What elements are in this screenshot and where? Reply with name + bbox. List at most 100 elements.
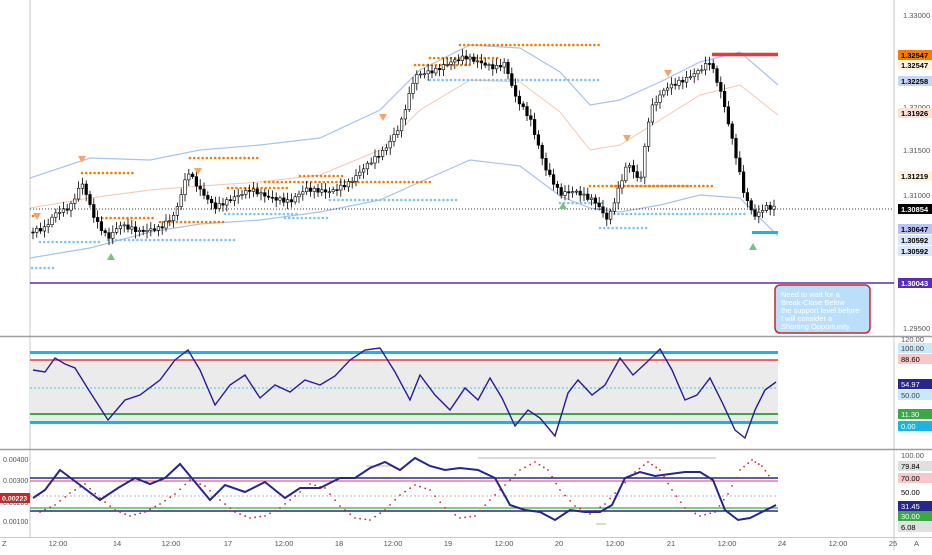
candle-body xyxy=(498,65,503,68)
red-dot xyxy=(84,483,86,485)
candle-body xyxy=(202,188,206,196)
time-axis[interactable]: 12:00 14 12:00 17 12:00 18 12:00 19 12:00 20 12:00… xyxy=(2,539,919,548)
red-dot xyxy=(199,483,202,485)
oscillator-tag xyxy=(898,379,932,389)
resistance-dot xyxy=(84,171,88,175)
resistance-dot xyxy=(147,216,150,220)
support-dot xyxy=(332,198,336,202)
price-panel[interactable] xyxy=(30,43,894,284)
sell-signal-marker xyxy=(379,114,387,121)
resistance-dot xyxy=(267,180,271,184)
candle-body xyxy=(669,83,673,89)
candle-body xyxy=(175,206,180,216)
resistance-dot xyxy=(205,156,209,160)
support-dot xyxy=(366,198,370,202)
annotation-line: I will consider a xyxy=(781,314,833,323)
buy-signal-marker xyxy=(749,243,757,250)
support-dot xyxy=(38,240,42,244)
red-dot xyxy=(69,492,71,494)
red-dot xyxy=(209,489,212,492)
support-dot xyxy=(358,198,361,202)
auto-scale-glyph[interactable]: A xyxy=(914,539,919,548)
red-dot xyxy=(449,510,451,513)
support-dot xyxy=(709,212,713,216)
candle-body xyxy=(255,188,259,195)
candle-body xyxy=(418,73,423,76)
support-dot xyxy=(734,212,738,216)
support-dot xyxy=(425,198,428,202)
indicator-panel[interactable] xyxy=(30,456,778,525)
candle-body xyxy=(263,192,267,197)
red-dot xyxy=(614,492,617,495)
resistance-dot xyxy=(113,216,117,220)
oscillator-panel[interactable] xyxy=(30,347,778,440)
candle-body xyxy=(312,188,316,192)
resistance-dot xyxy=(239,186,242,190)
candle-body xyxy=(407,93,411,110)
candle-body xyxy=(339,184,343,191)
red-dot xyxy=(259,515,262,518)
candle-body xyxy=(156,226,161,231)
resistance-dot xyxy=(487,56,491,60)
resistance-dot xyxy=(492,43,495,47)
candle-body xyxy=(494,65,499,70)
support-dot xyxy=(55,240,59,244)
support-dot xyxy=(521,78,524,82)
support-dot xyxy=(286,212,290,216)
annotation-callout[interactable]: Need to wait for a Break-Close Below the s… xyxy=(774,284,871,334)
resistance-dot xyxy=(652,184,656,188)
candle-body xyxy=(266,195,271,198)
support-dot xyxy=(546,78,549,82)
red-dot xyxy=(509,479,511,481)
candle-body xyxy=(525,106,529,117)
candle-body xyxy=(616,187,620,204)
candle-body xyxy=(42,226,46,232)
resistance-dot xyxy=(213,220,216,224)
red-dot xyxy=(54,504,56,506)
support-dot xyxy=(362,198,365,202)
resistance-dot xyxy=(204,220,208,224)
candle-body xyxy=(236,195,240,198)
red-dot xyxy=(514,473,517,476)
resistance-dot xyxy=(656,184,660,188)
time-axis-label: 12:00 xyxy=(718,539,737,548)
resistance-dot xyxy=(559,43,563,47)
resistance-dot xyxy=(175,220,179,224)
oscillator-axis[interactable]: 120.00100.00 88.60 54.97 50.00 11.30 0.00 xyxy=(898,335,932,431)
candle-body xyxy=(57,212,62,214)
indicator-left-label: 0.00200 xyxy=(3,500,28,507)
candle-body xyxy=(491,64,495,70)
resistance-dot xyxy=(230,156,234,160)
candle-body xyxy=(551,174,556,185)
resistance-dot xyxy=(648,184,652,188)
red-dot xyxy=(289,498,292,501)
red-dot xyxy=(404,490,406,493)
time-axis-label: 12:00 xyxy=(495,539,514,548)
price-tag xyxy=(898,60,932,70)
red-dot xyxy=(269,512,271,515)
resistance-dot xyxy=(235,186,238,190)
red-dot xyxy=(414,484,416,486)
timezone-glyph[interactable]: Z xyxy=(2,539,7,548)
red-dot xyxy=(694,512,697,515)
candle-body xyxy=(126,224,130,230)
support-dot xyxy=(412,198,416,202)
red-dot xyxy=(757,463,760,465)
candle-body xyxy=(502,61,506,68)
candle-body xyxy=(54,212,58,218)
red-dot xyxy=(764,469,767,472)
red-dot xyxy=(399,494,401,496)
price-tag xyxy=(898,224,932,234)
support-dot xyxy=(89,240,92,244)
resistance-dot xyxy=(314,180,317,184)
candle-body xyxy=(153,228,157,231)
resistance-dot xyxy=(322,180,326,184)
candle-body xyxy=(665,87,670,91)
support-dot xyxy=(558,201,562,205)
candle-body xyxy=(456,59,461,62)
candle-body xyxy=(187,173,191,181)
